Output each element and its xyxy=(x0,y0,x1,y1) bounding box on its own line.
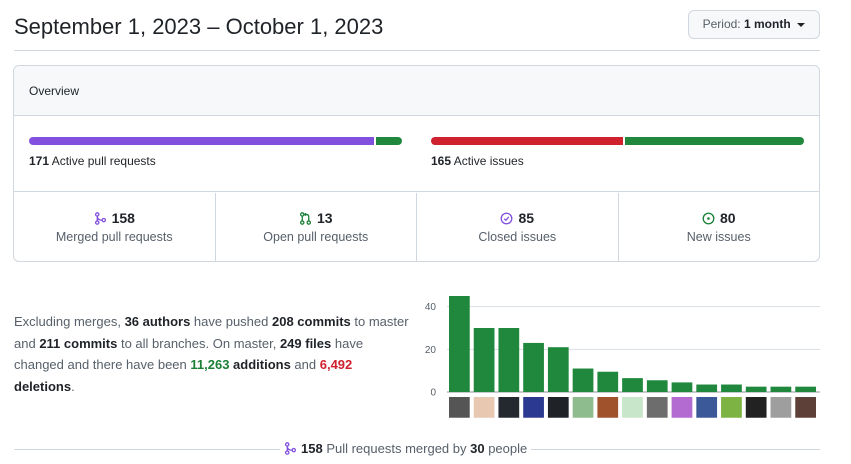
open-pull-requests-label: Open pull requests xyxy=(263,230,369,244)
contributor-bar[interactable] xyxy=(473,328,495,392)
merged-pull-requests-label: Merged pull requests xyxy=(55,230,173,244)
commit-summary: Excluding merges, 36 authors have pushed… xyxy=(14,311,409,397)
contributor-avatar[interactable] xyxy=(572,397,594,418)
caret-down-icon xyxy=(797,22,805,27)
contributor-avatar[interactable] xyxy=(523,397,544,418)
contributor-bar[interactable] xyxy=(622,378,643,392)
period-prefix: Period: xyxy=(702,17,741,31)
summary-text: and xyxy=(290,357,320,372)
contributor-avatar[interactable] xyxy=(498,397,520,418)
contributor-bar[interactable] xyxy=(547,347,569,392)
stat-merged-pull-requests[interactable]: 158 Merged pull requests xyxy=(14,193,216,261)
stat-closed-issues[interactable]: 85 Closed issues xyxy=(417,193,619,261)
summary-text: to master and xyxy=(14,314,409,351)
pull-requests-progress-bar[interactable] xyxy=(29,137,402,145)
stat-open-pull-requests[interactable]: 13 Open pull requests xyxy=(216,193,417,261)
contributor-avatar[interactable] xyxy=(622,397,643,418)
active-issues-label: Active issues xyxy=(453,154,524,168)
closed-segment xyxy=(431,137,624,145)
summary-text: Excluding merges, xyxy=(14,314,125,329)
contributor-avatar[interactable] xyxy=(696,397,718,418)
overview-box: Overview 171 Active pull requests 165 Ac… xyxy=(13,65,820,262)
overview-bars: 171 Active pull requests 165 Active issu… xyxy=(14,117,819,192)
period-value: 1 month xyxy=(743,17,791,31)
active-pull-requests-count: 171 xyxy=(29,154,50,168)
commits-all-branches-link[interactable]: 211 commits xyxy=(39,335,118,351)
issue-closed-icon xyxy=(501,212,513,224)
contributor-bar[interactable] xyxy=(721,384,742,392)
contributor-bar[interactable] xyxy=(572,368,594,392)
additions-count: 11,263 xyxy=(190,357,230,372)
active-issues-count: 165 xyxy=(431,154,452,168)
files-changed-link[interactable]: 249 files xyxy=(279,335,332,351)
contributor-bar[interactable] xyxy=(646,380,668,392)
additions-label: additions xyxy=(229,357,291,372)
merged-segment xyxy=(29,137,374,145)
active-issues-caption: 165 Active issues xyxy=(431,154,524,168)
new-issues-value: 80 xyxy=(719,210,736,226)
y-tick-label: 0 xyxy=(430,388,436,399)
stat-new-issues[interactable]: 80 New issues xyxy=(619,193,820,261)
contributor-bar[interactable] xyxy=(745,386,767,392)
closed-issues-label: Closed issues xyxy=(478,230,557,244)
authors-link[interactable]: 36 authors xyxy=(124,314,191,329)
new-issues-label: New issues xyxy=(686,230,751,244)
open-pull-requests-value: 13 xyxy=(316,210,333,226)
git-pull-request-icon xyxy=(299,211,311,225)
contributor-avatar[interactable] xyxy=(597,397,619,418)
contributor-bar[interactable] xyxy=(498,328,520,392)
summary-text: to all branches. On master, xyxy=(117,335,280,351)
y-tick-label: 20 xyxy=(425,345,437,356)
people-count: 30 xyxy=(470,441,485,456)
merged-by-text: Pull requests merged by xyxy=(322,441,471,456)
contributor-avatar[interactable] xyxy=(547,397,569,418)
contributor-avatar[interactable] xyxy=(795,397,816,418)
git-merge-icon xyxy=(284,442,297,455)
active-pull-requests-caption: 171 Active pull requests xyxy=(29,154,156,168)
page-title: September 1, 2023 – October 1, 2023 xyxy=(14,14,384,39)
contributor-avatar[interactable] xyxy=(770,397,792,418)
contributor-bar[interactable] xyxy=(523,342,544,392)
deletions-label: deletions xyxy=(14,378,72,394)
summary-text: have pushed xyxy=(190,314,272,329)
overview-stats: 158 Merged pull requests 13 Open pull re… xyxy=(14,193,820,261)
merged-pull-requests-value: 158 xyxy=(111,210,135,226)
page-header: September 1, 2023 – October 1, 2023 Peri… xyxy=(14,0,820,51)
new-segment xyxy=(625,137,804,145)
contributor-bar[interactable] xyxy=(449,296,470,392)
contributor-bar[interactable] xyxy=(671,382,693,392)
contributor-avatar[interactable] xyxy=(449,397,470,418)
commits-master-link[interactable]: 208 commits xyxy=(272,314,351,329)
contributor-bar[interactable] xyxy=(770,386,792,392)
contributor-bar[interactable] xyxy=(795,386,816,392)
contributor-avatar[interactable] xyxy=(646,397,668,418)
closed-issues-value: 85 xyxy=(518,210,535,226)
contributor-bar[interactable] xyxy=(597,371,619,392)
issue-opened-icon xyxy=(702,212,715,224)
git-merge-icon xyxy=(94,211,106,225)
contributor-avatar[interactable] xyxy=(671,397,693,418)
open-segment xyxy=(375,137,402,145)
deletions-count: 6,492 xyxy=(319,357,353,372)
active-pull-requests-label: Active pull requests xyxy=(51,154,156,168)
issues-progress-bar[interactable] xyxy=(431,137,804,145)
merged-by-summary: 158 Pull requests merged by 30 people xyxy=(280,441,532,456)
y-tick-label: 40 xyxy=(425,302,437,313)
contributors-bar-chart: 0 20 40 xyxy=(425,296,820,418)
summary-text: have changed and there have been xyxy=(14,335,364,373)
people-text: people xyxy=(484,441,528,456)
contributor-bar[interactable] xyxy=(696,384,718,392)
contributor-avatar[interactable] xyxy=(745,397,767,418)
period-selector-button[interactable]: Period: 1 month xyxy=(687,10,820,39)
overview-title: Overview xyxy=(14,66,819,116)
contributor-avatar[interactable] xyxy=(721,397,742,418)
contributor-avatar[interactable] xyxy=(473,397,495,418)
merged-count: 158 xyxy=(301,441,323,456)
summary-text: . xyxy=(71,378,75,394)
